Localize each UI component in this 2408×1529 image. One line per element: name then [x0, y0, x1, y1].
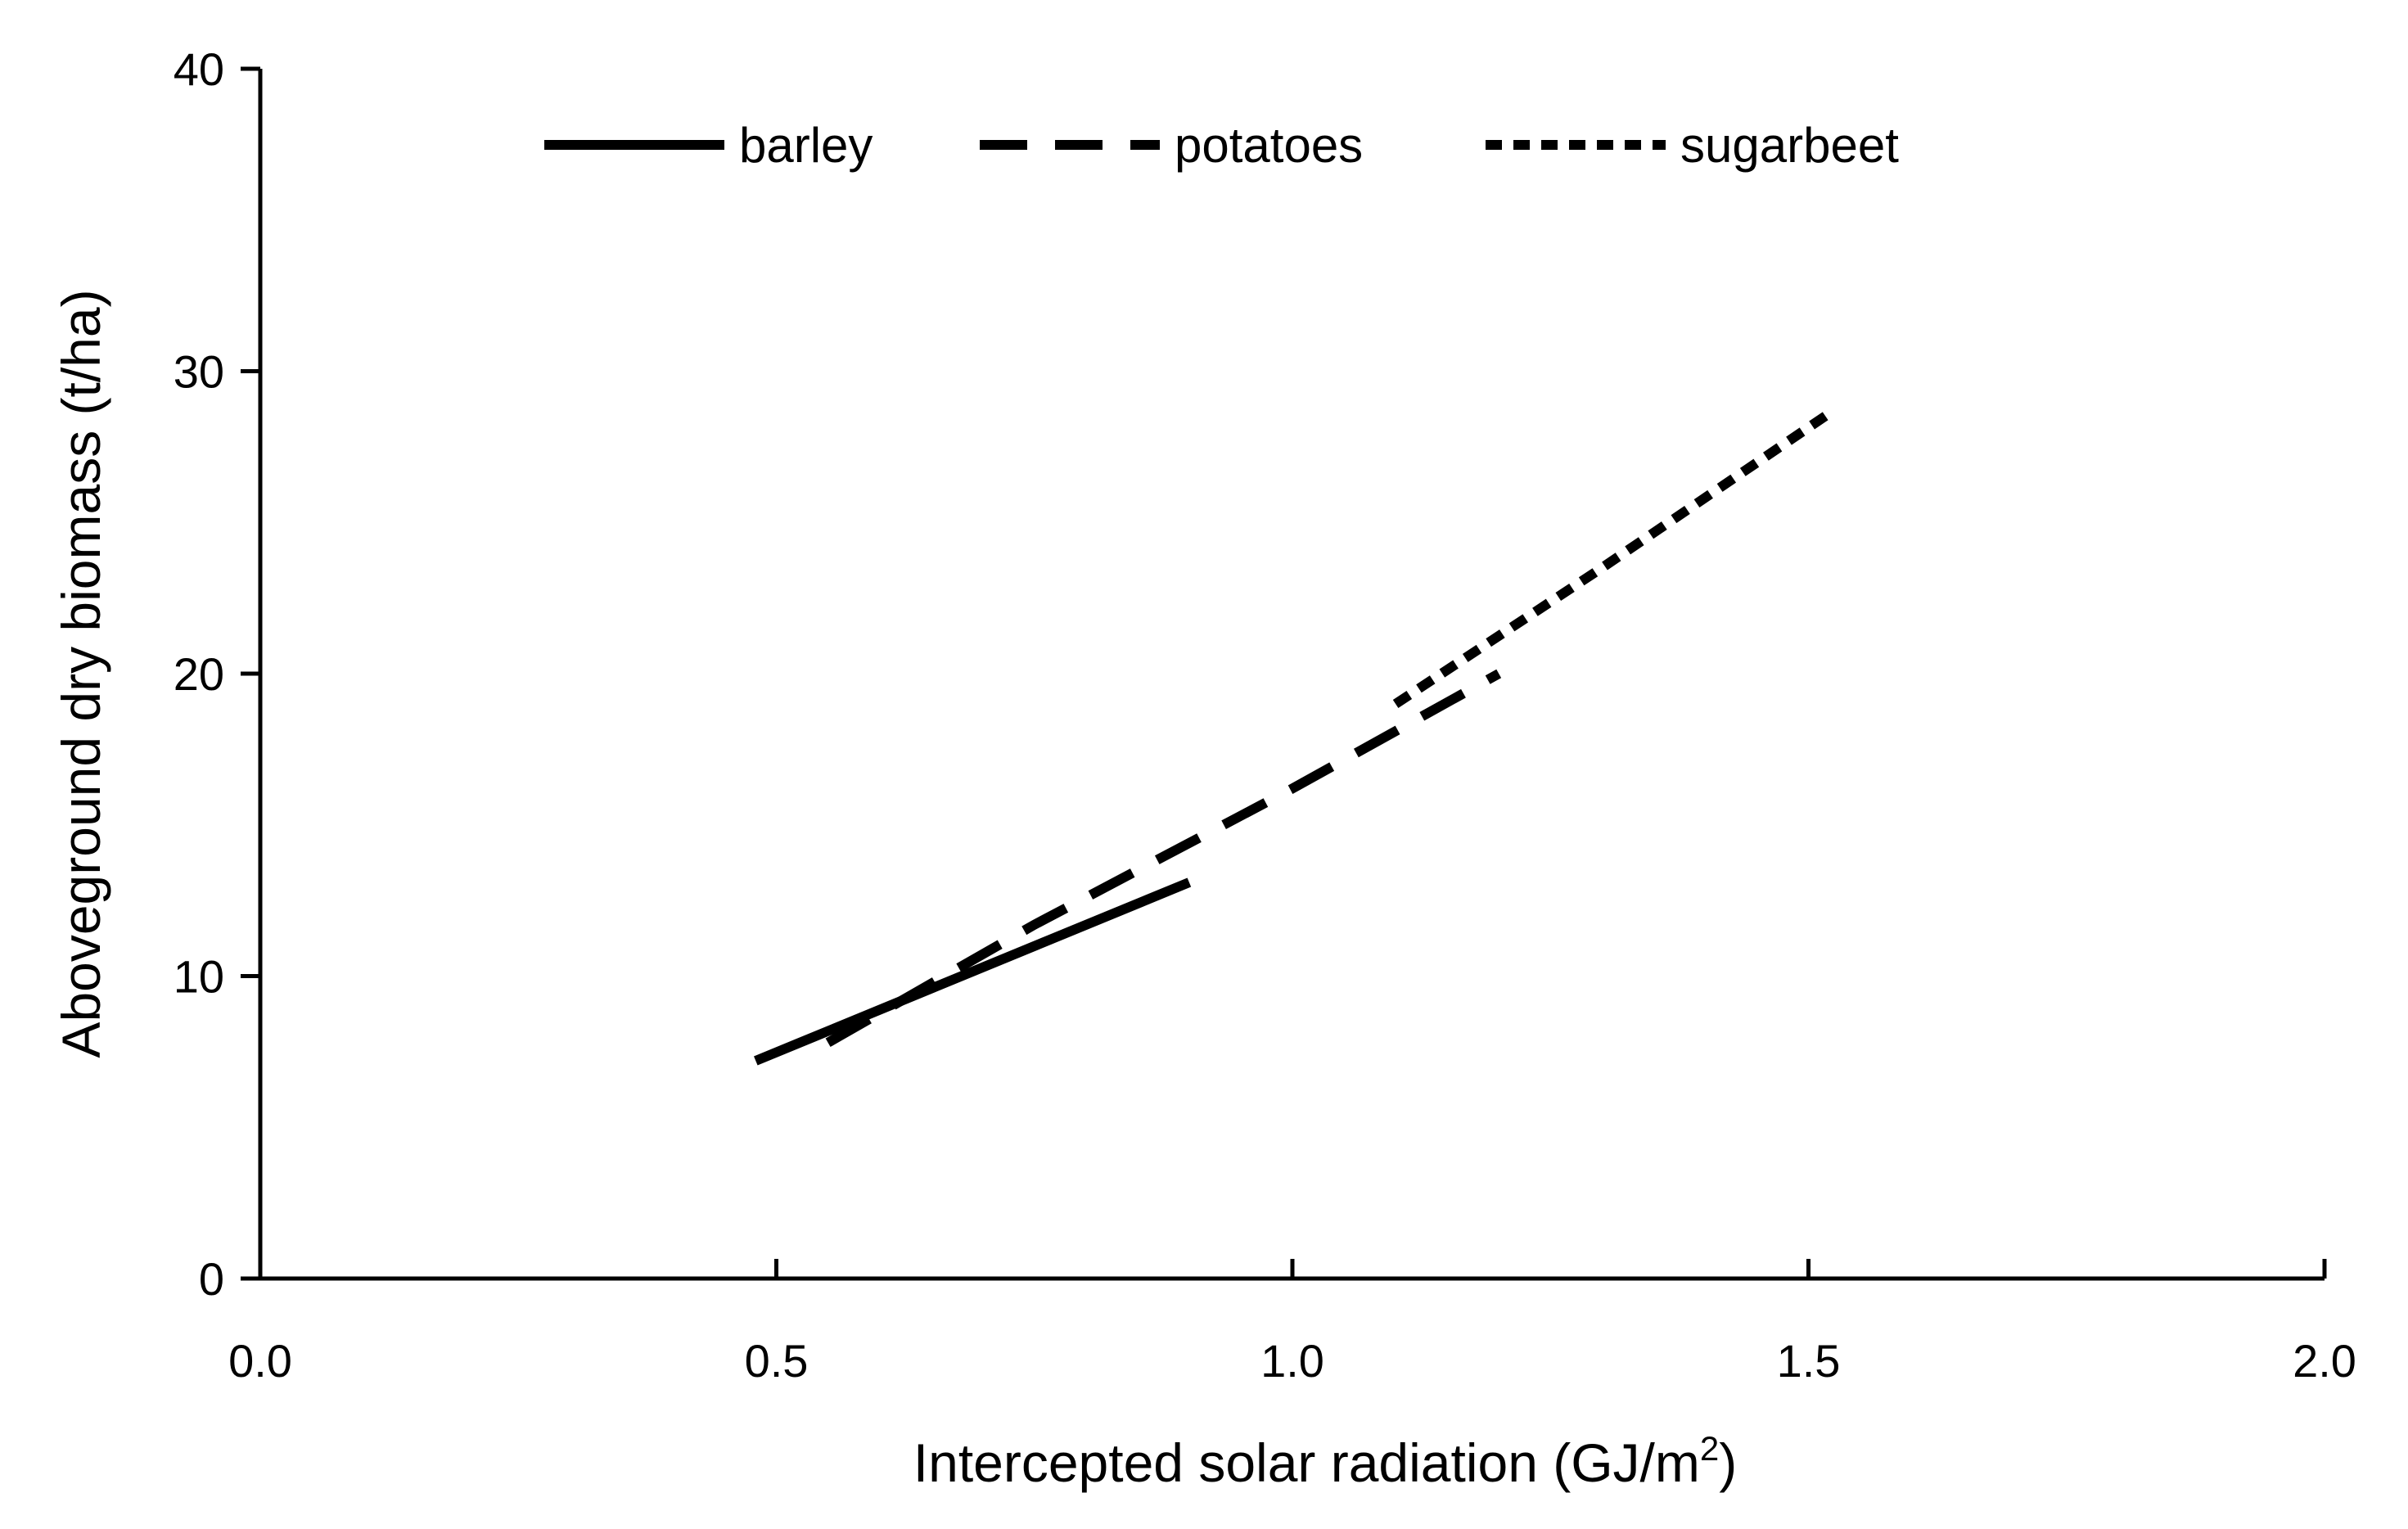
x-axis-title: Intercepted solar radiation (GJ/m2) [913, 1429, 1737, 1493]
y-axis-title: Aboveground dry biomass (t/ha) [51, 289, 111, 1058]
x-axis-title-main: Intercepted solar radiation (GJ/m [913, 1432, 1700, 1493]
x-tick-label-0.0: 0.0 [228, 1335, 292, 1387]
y-tick-label-30: 30 [174, 346, 224, 398]
series-line-barley [754, 877, 1192, 1066]
x-tick-label-1.0: 1.0 [1260, 1335, 1324, 1387]
legend-label-sugarbeet: sugarbeet [1680, 118, 1899, 173]
legend-label-barley: barley [739, 118, 873, 173]
series-line-potatoes [825, 669, 1502, 1048]
series-group [754, 409, 1833, 1066]
legend-label-potatoes: potatoes [1175, 118, 1363, 173]
x-tick-label-0.5: 0.5 [745, 1335, 809, 1387]
x-tick-label-2.0: 2.0 [2293, 1335, 2356, 1387]
tick-group: 0 10 20 30 40 0.0 0.5 1.0 1.5 2.0 [174, 43, 2356, 1387]
x-axis-title-superscript: 2 [1700, 1429, 1719, 1468]
y-tick-label-0: 0 [199, 1253, 224, 1305]
y-tick-label-40: 40 [174, 43, 224, 95]
series-line-sugarbeet [1392, 409, 1833, 709]
axes [258, 69, 2325, 1281]
x-axis-title-suffix: ) [1719, 1432, 1737, 1493]
x-tick-label-1.5: 1.5 [1777, 1335, 1841, 1387]
legend: barley potatoes sugarbeet [544, 118, 1899, 173]
y-tick-label-20: 20 [174, 648, 224, 700]
y-tick-label-10: 10 [174, 951, 224, 1003]
